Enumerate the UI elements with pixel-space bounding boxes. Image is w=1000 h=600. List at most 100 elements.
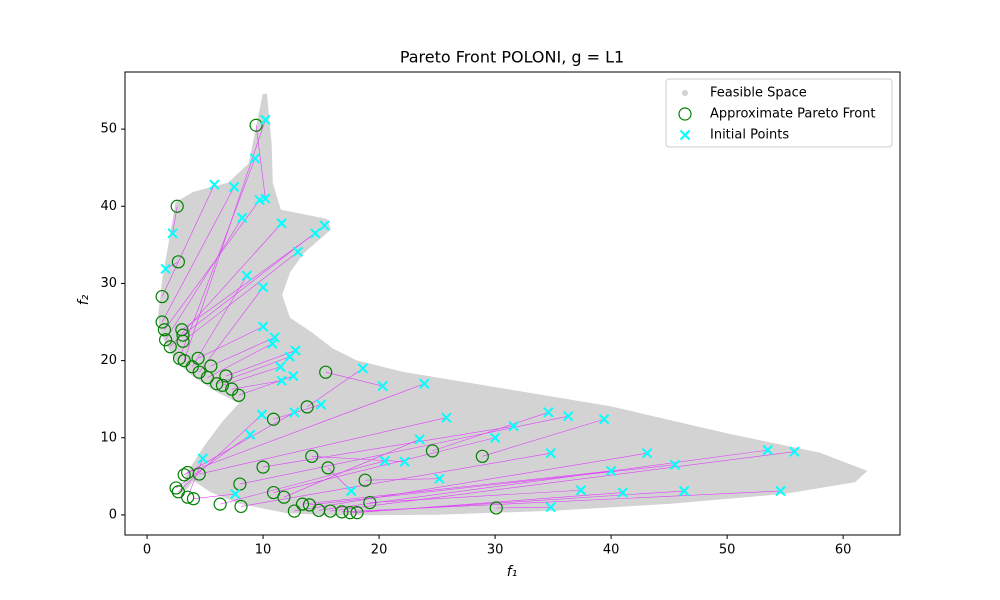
initial-point <box>260 193 271 204</box>
link-line <box>197 326 264 359</box>
pareto-point <box>215 378 230 392</box>
initial-point <box>489 432 501 443</box>
pareto-point <box>176 334 190 348</box>
initial-point <box>241 270 253 281</box>
initial-point <box>160 263 171 274</box>
pareto-point <box>335 505 349 519</box>
pareto-point <box>234 499 248 514</box>
initial-point <box>260 114 271 126</box>
pareto-point <box>249 118 263 132</box>
pareto-point <box>321 461 335 475</box>
pareto-point <box>192 467 206 481</box>
initial-point <box>236 212 248 224</box>
link-line <box>225 350 296 377</box>
initial-point <box>197 453 208 464</box>
pareto-point <box>157 323 172 337</box>
link-line <box>193 493 236 500</box>
y-tick-label: 20 <box>100 353 117 368</box>
initial-point <box>290 345 301 356</box>
pareto-point <box>219 369 233 383</box>
pareto-point <box>191 351 205 365</box>
pareto-point <box>155 289 169 304</box>
pareto-point <box>295 497 310 511</box>
feasible-region <box>158 93 868 516</box>
link-line <box>330 451 795 512</box>
initial-point <box>167 228 178 239</box>
initial-point <box>669 459 681 470</box>
initial-point <box>617 487 628 498</box>
initial-point <box>508 420 519 432</box>
pareto-point <box>256 460 270 474</box>
x-tick-label: 40 <box>603 543 620 558</box>
legend-label: Feasible Space <box>710 86 807 101</box>
legend: Feasible Space Approximate Pareto Front In… <box>665 78 893 148</box>
link-line <box>182 251 299 342</box>
initial-point <box>276 218 287 229</box>
initial-point <box>288 370 299 382</box>
link-line <box>182 225 325 336</box>
pareto-point <box>305 449 319 463</box>
link-line <box>273 437 496 493</box>
initial-point <box>545 447 556 459</box>
y-tick-label: 50 <box>100 122 117 137</box>
link-line <box>199 287 264 373</box>
link-line <box>165 217 243 340</box>
legend-marker <box>682 90 688 96</box>
link-line <box>199 417 447 475</box>
initial-point <box>276 375 287 386</box>
initial-point <box>598 414 610 425</box>
x-tick-label: 0 <box>143 543 151 558</box>
link-line <box>207 343 273 378</box>
initial-point <box>414 434 425 445</box>
legend-box <box>665 78 893 148</box>
legend-label: Initial Points <box>710 128 789 143</box>
initial-point <box>762 444 773 456</box>
pareto-point <box>350 506 364 520</box>
y-tick-label: 10 <box>100 430 117 445</box>
x-tick-label: 30 <box>487 543 504 558</box>
initial-point <box>434 473 445 484</box>
pareto-point <box>363 495 377 510</box>
link-line <box>318 449 768 511</box>
pareto-point <box>300 400 314 414</box>
link-line <box>187 383 425 473</box>
pareto-point <box>176 328 190 342</box>
link-line <box>283 439 420 498</box>
pareto-point <box>171 255 185 269</box>
link-line <box>170 223 282 347</box>
pareto-point <box>210 377 224 391</box>
initial-point <box>319 220 330 231</box>
initial-point <box>377 380 388 392</box>
initial-point <box>441 412 452 423</box>
initial-point <box>315 399 327 410</box>
link-line <box>184 412 295 476</box>
pareto-point <box>177 468 191 482</box>
initial-point <box>230 488 241 500</box>
legend-label: Approximate Pareto Front <box>710 107 876 122</box>
pareto-point <box>155 315 169 329</box>
x-axis-label: f₁ <box>507 564 518 580</box>
initial-point <box>289 407 300 418</box>
initial-point <box>269 332 280 343</box>
initial-point <box>379 455 391 467</box>
initial-point <box>209 179 220 190</box>
initial-point <box>257 282 269 293</box>
initial-point <box>562 410 574 422</box>
x-tick-label: 10 <box>255 543 272 558</box>
initial-point <box>249 153 261 164</box>
pareto-point <box>169 481 183 495</box>
initial-point <box>789 446 800 457</box>
initial-point <box>545 502 556 513</box>
pareto-point <box>287 504 301 518</box>
y-tick-label: 30 <box>100 276 117 291</box>
link-line <box>179 158 256 359</box>
pareto-point <box>489 501 503 515</box>
pareto-point <box>163 340 177 354</box>
pareto-point <box>358 473 372 487</box>
link-line <box>309 464 675 506</box>
link-line <box>164 199 260 330</box>
initial-point <box>292 246 304 258</box>
initial-point <box>267 338 278 349</box>
legend-marker <box>678 107 692 121</box>
